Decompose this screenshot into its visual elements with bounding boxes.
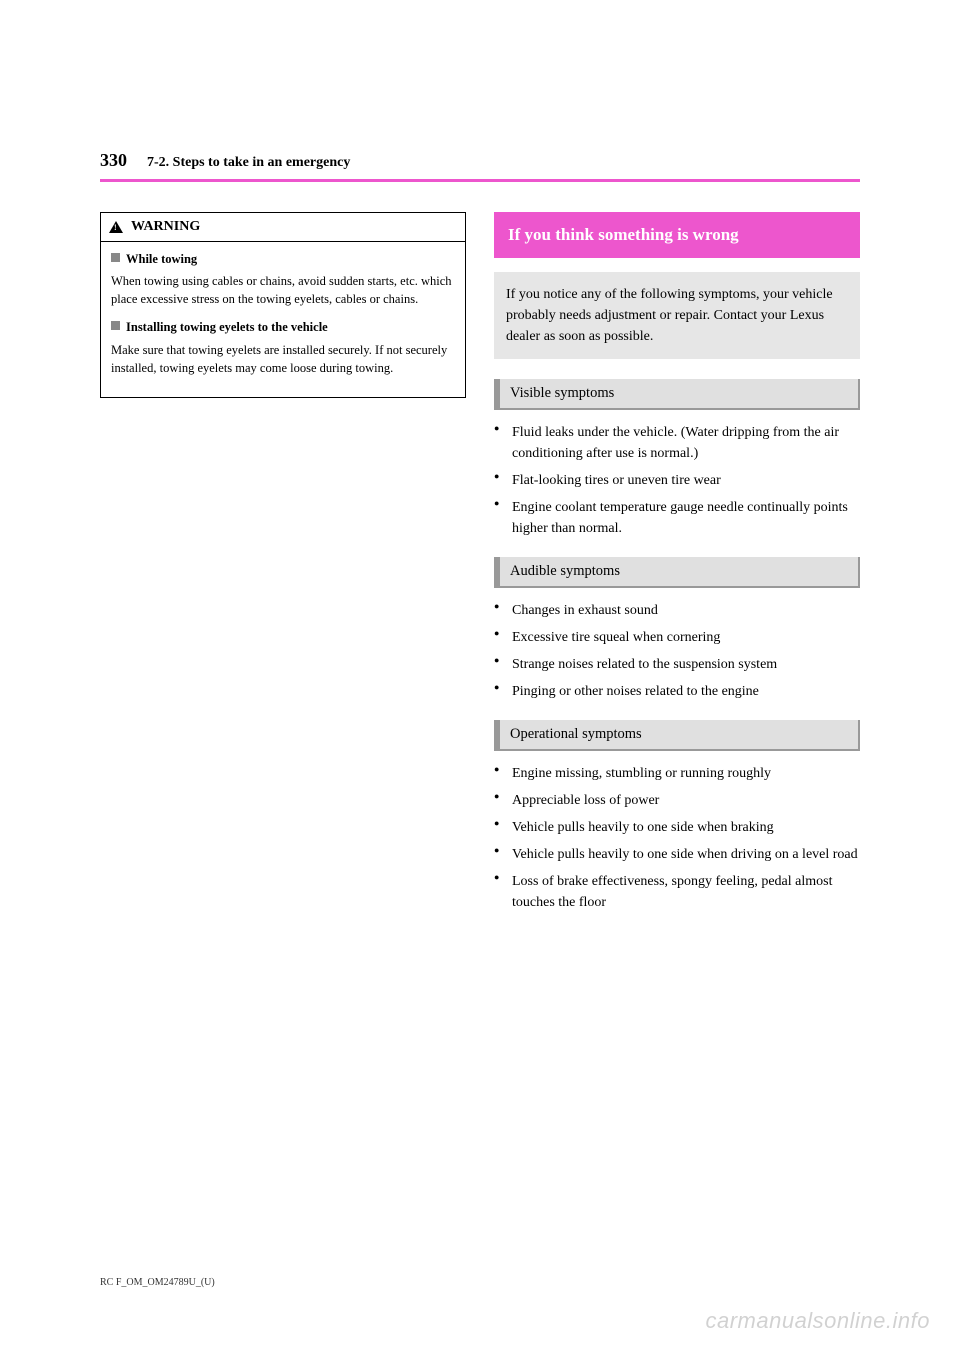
list-item: Vehicle pulls heavily to one side when b… (494, 817, 860, 838)
warning-body: While towing When towing using cables or… (101, 242, 465, 397)
footer-code: RC F_OM_OM24789U_(U) (100, 1277, 215, 1288)
list-item: Strange noises related to the suspension… (494, 654, 860, 675)
intro-text: If you notice any of the following sympt… (494, 272, 860, 359)
columns-wrapper: WARNING While towing When towing using c… (100, 212, 860, 931)
operational-symptoms-header: Operational symptoms (494, 720, 860, 751)
while-towing-heading: While towing (126, 250, 197, 268)
right-column: If you think something is wrong If you n… (494, 212, 860, 931)
page-number: 330 (100, 150, 127, 171)
left-column: WARNING While towing When towing using c… (100, 212, 466, 931)
list-item: Pinging or other noises related to the e… (494, 681, 860, 702)
page-container: 330 7-2. Steps to take in an emergency W… (0, 0, 960, 1358)
warning-label: WARNING (131, 219, 200, 235)
header-divider (100, 179, 860, 182)
audible-symptoms-header: Audible symptoms (494, 557, 860, 588)
visible-symptoms-list: Fluid leaks under the vehicle. (Water dr… (494, 422, 860, 539)
square-marker-icon (111, 253, 120, 262)
page-header: 330 7-2. Steps to take in an emergency (100, 150, 860, 171)
list-item: Engine coolant temperature gauge needle … (494, 497, 860, 539)
list-item: Excessive tire squeal when cornering (494, 627, 860, 648)
watermark-text: carmanualsonline.info (705, 1308, 930, 1334)
list-item: Vehicle pulls heavily to one side when d… (494, 844, 860, 865)
while-towing-text: When towing using cables or chains, avoi… (111, 272, 455, 308)
list-item: Loss of brake effectiveness, spongy feel… (494, 871, 860, 913)
visible-symptoms-header: Visible symptoms (494, 379, 860, 410)
list-item: Appreciable loss of power (494, 790, 860, 811)
right-column-heading: If you think something is wrong (494, 212, 860, 258)
warning-triangle-icon (109, 221, 123, 233)
list-item: Fluid leaks under the vehicle. (Water dr… (494, 422, 860, 464)
warning-title-row: WARNING (101, 213, 465, 242)
warning-box: WARNING While towing When towing using c… (100, 212, 466, 398)
flat-bed-heading-row: Installing towing eyelets to the vehicle (111, 318, 455, 336)
list-item: Flat-looking tires or uneven tire wear (494, 470, 860, 491)
square-marker-icon (111, 321, 120, 330)
flat-bed-heading: Installing towing eyelets to the vehicle (126, 318, 328, 336)
section-title: 7-2. Steps to take in an emergency (147, 155, 350, 171)
operational-symptoms-list: Engine missing, stumbling or running rou… (494, 763, 860, 913)
while-towing-heading-row: While towing (111, 250, 455, 268)
flat-bed-text: Make sure that towing eyelets are instal… (111, 341, 455, 377)
audible-symptoms-list: Changes in exhaust sound Excessive tire … (494, 600, 860, 702)
list-item: Changes in exhaust sound (494, 600, 860, 621)
list-item: Engine missing, stumbling or running rou… (494, 763, 860, 784)
